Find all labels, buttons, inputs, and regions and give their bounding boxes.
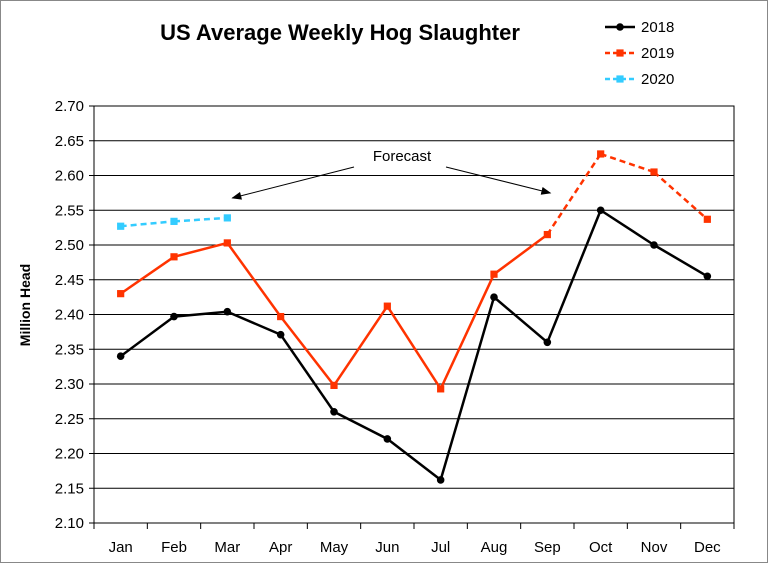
series-2019-segment (653, 171, 709, 221)
y-tick-label: 2.40 (55, 307, 84, 324)
series-2020-point (117, 222, 125, 230)
x-tick-label: Oct (589, 539, 613, 556)
y-tick-label: 2.45 (55, 272, 84, 289)
series-markers (116, 150, 712, 484)
series-2020-segment (173, 216, 228, 223)
series-2018-segment (599, 209, 655, 247)
y-tick-label: 2.55 (55, 202, 84, 219)
series-2020-segment (120, 220, 175, 228)
series-2019-point (170, 253, 178, 261)
series-2019-segment (332, 305, 389, 387)
series-2018-point (703, 272, 712, 281)
series-2019-point (330, 381, 338, 389)
legend: 2018 2019 2020 (605, 19, 674, 88)
legend-label-2018: 2018 (641, 19, 674, 36)
annotation-text: Forecast (373, 148, 432, 165)
y-axis-tick-labels: 2.10 2.15 2.20 2.25 2.30 2.35 2.40 2.45 2.50 2.55… (55, 98, 84, 532)
series-2018-segment (493, 296, 549, 344)
x-tick-label: Apr (269, 539, 292, 556)
x-tick-label: Jul (431, 539, 450, 556)
series-2020-point (223, 214, 231, 222)
series-2019-segment (546, 153, 602, 236)
series-2019-segment (279, 315, 335, 387)
series-2018-point (490, 293, 498, 301)
series-2018-point (116, 352, 125, 361)
legend-label-2020: 2020 (641, 71, 674, 88)
x-tick-label: Dec (694, 539, 721, 556)
series-2018-segment (546, 209, 602, 343)
y-tick-label: 2.70 (55, 98, 84, 115)
series-2019-point (597, 150, 605, 158)
legend-marker-2018 (616, 23, 624, 31)
y-tick-label: 2.15 (55, 480, 84, 497)
legend-marker-2020 (616, 75, 624, 83)
series-2019-point (703, 215, 711, 223)
series-2019-segment (439, 273, 496, 390)
x-tick-label: Aug (481, 539, 508, 556)
x-tick-label: May (320, 539, 349, 556)
series-2019-segment (386, 305, 442, 390)
series-2019-point (383, 302, 391, 310)
series-2018-point (650, 241, 658, 249)
series-2019-point (223, 239, 231, 247)
y-tick-label: 2.30 (55, 376, 84, 393)
forecast-annotation: Forecast (231, 148, 552, 200)
series-lines (119, 152, 709, 481)
x-tick-label: Jun (375, 539, 399, 556)
series-2019-point (650, 168, 658, 176)
grid (89, 105, 735, 524)
x-tick-label: Mar (214, 539, 240, 556)
y-tick-label: 2.25 (55, 411, 84, 428)
series-2018-point (596, 206, 605, 215)
series-2019-point (437, 385, 445, 393)
series-2019-segment (226, 242, 282, 318)
series-2018-point (276, 330, 285, 339)
series-2018-segment (333, 410, 388, 441)
series-2018-segment (439, 296, 496, 481)
annotation-arrow (445, 166, 552, 195)
x-tick-label: Nov (641, 539, 668, 556)
series-2018-point (383, 435, 392, 443)
series-2018-segment (173, 310, 228, 318)
series-2019-point (543, 230, 551, 239)
series-2018-segment (653, 243, 708, 278)
x-axis-ticks (93, 523, 735, 529)
x-tick-label: Feb (161, 539, 187, 556)
series-2019-point (490, 270, 498, 278)
series-2018-point (223, 307, 232, 316)
x-tick-label: Jan (109, 539, 133, 556)
series-2018-point (330, 408, 338, 416)
series-2018-point (436, 476, 445, 484)
series-2020-point (170, 217, 178, 225)
series-2019-segment (119, 255, 175, 295)
series-2019-segment (493, 233, 549, 276)
y-tick-label: 2.35 (55, 341, 84, 358)
series-2019-point (117, 290, 125, 298)
series-2019-segment (173, 241, 228, 259)
y-tick-label: 2.20 (55, 446, 84, 463)
y-tick-label: 2.60 (55, 168, 84, 185)
series-2018-segment (119, 315, 175, 358)
legend-label-2019: 2019 (641, 45, 674, 62)
series-2018-segment (279, 333, 336, 413)
series-2018-segment (386, 437, 442, 481)
x-tick-label: Sep (534, 539, 561, 556)
y-tick-label: 2.65 (55, 133, 84, 150)
series-2019-point (277, 312, 285, 321)
y-axis-label: Million Head (17, 264, 33, 346)
chart-title: US Average Weekly Hog Slaughter (160, 20, 520, 45)
series-2018-point (170, 312, 178, 321)
y-tick-label: 2.10 (55, 515, 84, 532)
series-2018-point (543, 338, 552, 347)
series-2018-segment (226, 310, 282, 336)
legend-marker-2019 (616, 49, 624, 57)
x-axis-tick-labels: Jan Feb Mar Apr May Jun Jul Aug Sep Oct Nov Dec (109, 539, 722, 556)
series-2019-segment (600, 152, 655, 174)
y-tick-label: 2.50 (55, 237, 84, 254)
annotation-arrow (231, 166, 355, 200)
